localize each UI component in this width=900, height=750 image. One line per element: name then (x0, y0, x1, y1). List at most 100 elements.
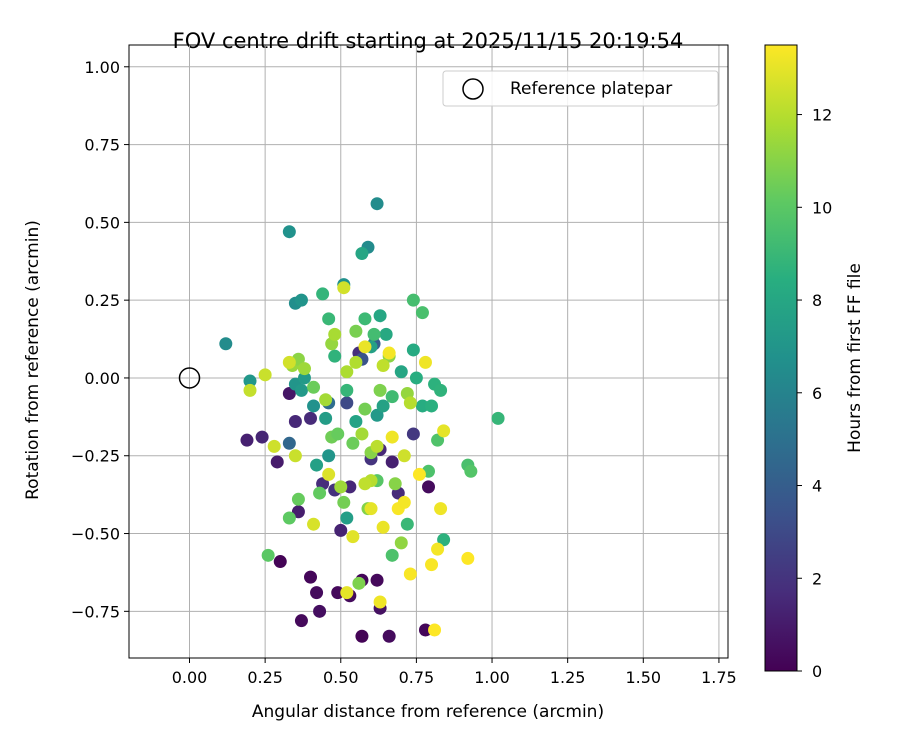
data-point (385, 430, 399, 444)
data-point (319, 411, 333, 425)
data-point (282, 387, 296, 401)
data-point (400, 517, 414, 531)
data-point (422, 480, 435, 494)
data-point (307, 517, 321, 531)
data-point (385, 455, 399, 469)
data-point (355, 629, 369, 643)
legend-label: Reference platepar (510, 79, 672, 99)
data-point (313, 604, 327, 618)
data-point (243, 383, 257, 397)
data-point (385, 390, 399, 404)
colorbar-tick-label: 2 (812, 569, 822, 588)
data-point (304, 570, 318, 584)
data-point (340, 365, 354, 379)
y-tick-label: 0.00 (84, 369, 120, 388)
data-point (382, 346, 396, 360)
x-tick-label: 1.50 (625, 668, 661, 687)
x-tick-label: 0.00 (172, 668, 208, 687)
data-point (376, 520, 390, 534)
data-point (340, 511, 354, 525)
data-point (343, 480, 357, 494)
data-point (310, 586, 324, 600)
data-point (337, 495, 351, 509)
data-point (322, 467, 336, 481)
colorbar: 0 2 4 6 8 10 12 Hours from first FF file (764, 44, 865, 681)
data-point (409, 371, 423, 385)
data-point (464, 464, 478, 478)
data-point (313, 486, 327, 500)
data-point (334, 480, 348, 494)
data-point (358, 340, 372, 354)
colorbar-tick-label: 10 (812, 198, 832, 217)
data-point (328, 349, 342, 363)
colorbar-tick-label: 6 (812, 384, 822, 403)
x-tick-label: 1.75 (701, 668, 737, 687)
data-point (376, 399, 390, 413)
data-point (282, 225, 296, 239)
data-point (437, 533, 451, 547)
y-axis-ticks: 1.00 0.75 0.50 0.25 0.00 −0.25 −0.50 −0.75 (71, 58, 129, 621)
legend: Reference platepar (442, 70, 719, 107)
data-point (331, 586, 345, 600)
x-tick-label: 0.75 (399, 668, 435, 687)
y-tick-label: 0.50 (84, 213, 120, 232)
data-point (373, 309, 387, 323)
legend-box (442, 70, 719, 107)
chart-title: FOV centre drift starting at 2025/11/15 … (173, 29, 684, 53)
colorbar-gradient (764, 44, 798, 672)
data-point (349, 355, 363, 369)
data-point (370, 573, 384, 587)
data-point (240, 433, 254, 447)
colorbar-label: Hours from first FF file (845, 263, 865, 453)
data-point (355, 246, 369, 260)
data-point (418, 355, 432, 369)
data-point (412, 467, 426, 481)
data-point (346, 530, 360, 544)
y-axis-label: Rotation from reference (arcmin) (23, 220, 43, 500)
data-point (316, 287, 330, 301)
data-point (415, 399, 429, 413)
data-point (425, 558, 439, 572)
data-point (319, 393, 333, 407)
data-point (397, 449, 411, 463)
data-point (376, 359, 390, 373)
data-point (337, 281, 351, 295)
data-point (403, 396, 417, 410)
y-tick-label: −0.75 (71, 602, 120, 621)
x-axis-ticks: 0.00 0.25 0.50 0.75 1.00 1.25 1.50 1.75 (172, 658, 737, 687)
y-tick-label: −0.50 (71, 525, 120, 544)
data-point (491, 411, 505, 425)
data-point (261, 548, 275, 562)
data-point (425, 399, 439, 413)
data-point (310, 458, 324, 472)
data-point (434, 502, 448, 516)
y-tick-label: 0.75 (84, 136, 120, 155)
x-tick-label: 0.50 (323, 668, 359, 687)
data-point (349, 415, 363, 429)
data-point (288, 415, 302, 429)
data-point (434, 383, 448, 397)
data-point (243, 374, 257, 388)
reference-platepar-marker (178, 367, 201, 389)
data-point (340, 586, 354, 600)
colorbar-ticks: 0 2 4 6 8 10 12 (797, 106, 832, 681)
data-point (282, 511, 296, 525)
data-point (282, 436, 296, 450)
data-point (428, 623, 442, 637)
data-point (294, 614, 308, 628)
colorbar-tick-label: 12 (812, 106, 832, 125)
data-point (370, 408, 384, 422)
data-point (388, 477, 402, 491)
x-tick-label: 0.25 (247, 668, 283, 687)
data-point (258, 368, 272, 382)
data-point (358, 402, 372, 416)
data-point (355, 427, 369, 441)
data-point (219, 337, 233, 351)
data-point (334, 523, 348, 537)
data-point (322, 449, 336, 463)
data-point (267, 439, 281, 453)
y-tick-label: −0.25 (71, 447, 120, 466)
data-point (340, 396, 354, 410)
data-point (406, 343, 420, 357)
